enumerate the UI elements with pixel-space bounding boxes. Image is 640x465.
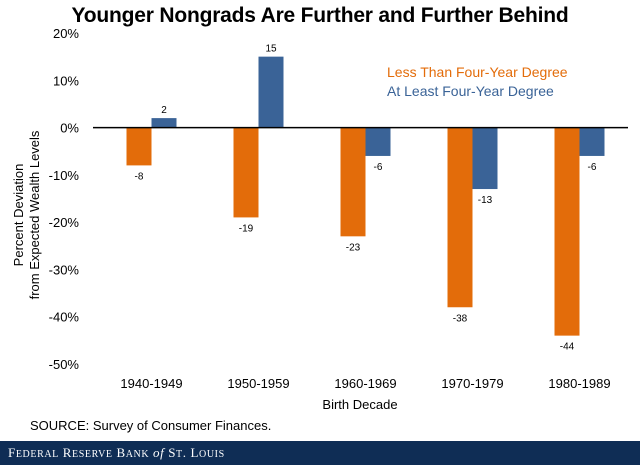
y-axis-ticks: 20% 10% 0% -10% -20% -30% -40% -50%: [49, 26, 80, 372]
data-label: -19: [239, 223, 254, 234]
y-tick-label: -40%: [49, 310, 80, 325]
y-tick-label: -10%: [49, 168, 80, 183]
data-label: -23: [346, 242, 361, 253]
y-tick-label: 10%: [53, 73, 79, 88]
bar-less-than-degree-1960-1969: [340, 127, 366, 237]
data-label: 15: [265, 44, 277, 55]
footer-banner: FEDERAL RESERVE BANK of ST. LOUIS: [0, 441, 640, 465]
bar-less-than-degree-1970-1979: [447, 127, 473, 308]
x-axis-label: Birth Decade: [322, 397, 397, 412]
chart-title: Younger Nongrads Are Further and Further…: [71, 4, 569, 27]
x-tick-label: 1980-1989: [548, 376, 610, 391]
data-label: -13: [478, 195, 493, 206]
bar-at-least-degree-1960-1969: [365, 127, 391, 156]
y-tick-label: 20%: [53, 26, 79, 41]
data-label: -38: [453, 313, 468, 324]
x-axis-ticks: 1940-1949 1950-1959 1960-1969 1970-1979 1980…: [120, 376, 610, 391]
bar-less-than-degree-1940-1949: [126, 127, 152, 166]
bar-at-least-degree-1940-1949: [151, 118, 177, 128]
bar-less-than-degree-1980-1989: [554, 127, 580, 336]
data-label: -8: [135, 171, 144, 182]
bars: -8 2 -19 15 -23 -6 -38 -13 -44 -6: [126, 44, 605, 353]
legend-entry-less-than-degree: Less Than Four-Year Degree: [387, 64, 568, 80]
y-tick-label: -50%: [49, 357, 80, 372]
bar-less-than-degree-1950-1959: [233, 127, 259, 218]
x-tick-label: 1970-1979: [441, 376, 503, 391]
y-axis-label-line1: Percent Deviation: [11, 164, 26, 267]
legend-entry-at-least-degree: At Least Four-Year Degree: [387, 83, 554, 99]
bar-at-least-degree-1970-1979: [472, 127, 498, 190]
data-label: 2: [161, 105, 167, 116]
y-axis-label-line2: from Expected Wealth Levels: [27, 130, 42, 299]
bar-at-least-degree-1950-1959: [258, 56, 284, 128]
legend: Less Than Four-Year Degree At Least Four…: [387, 64, 568, 99]
y-tick-label: -20%: [49, 215, 80, 230]
y-tick-label: -30%: [49, 262, 80, 277]
x-tick-label: 1940-1949: [120, 376, 182, 391]
bar-at-least-degree-1980-1989: [579, 127, 605, 156]
x-tick-label: 1950-1959: [227, 376, 289, 391]
data-label: -6: [588, 162, 597, 173]
y-tick-label: 0%: [60, 121, 79, 136]
data-label: -44: [560, 342, 575, 353]
x-tick-label: 1960-1969: [334, 376, 396, 391]
source-note: SOURCE: Survey of Consumer Finances.: [30, 418, 272, 433]
data-label: -6: [374, 162, 383, 173]
footer-logo-text: FEDERAL RESERVE BANK of ST. LOUIS: [8, 445, 225, 460]
